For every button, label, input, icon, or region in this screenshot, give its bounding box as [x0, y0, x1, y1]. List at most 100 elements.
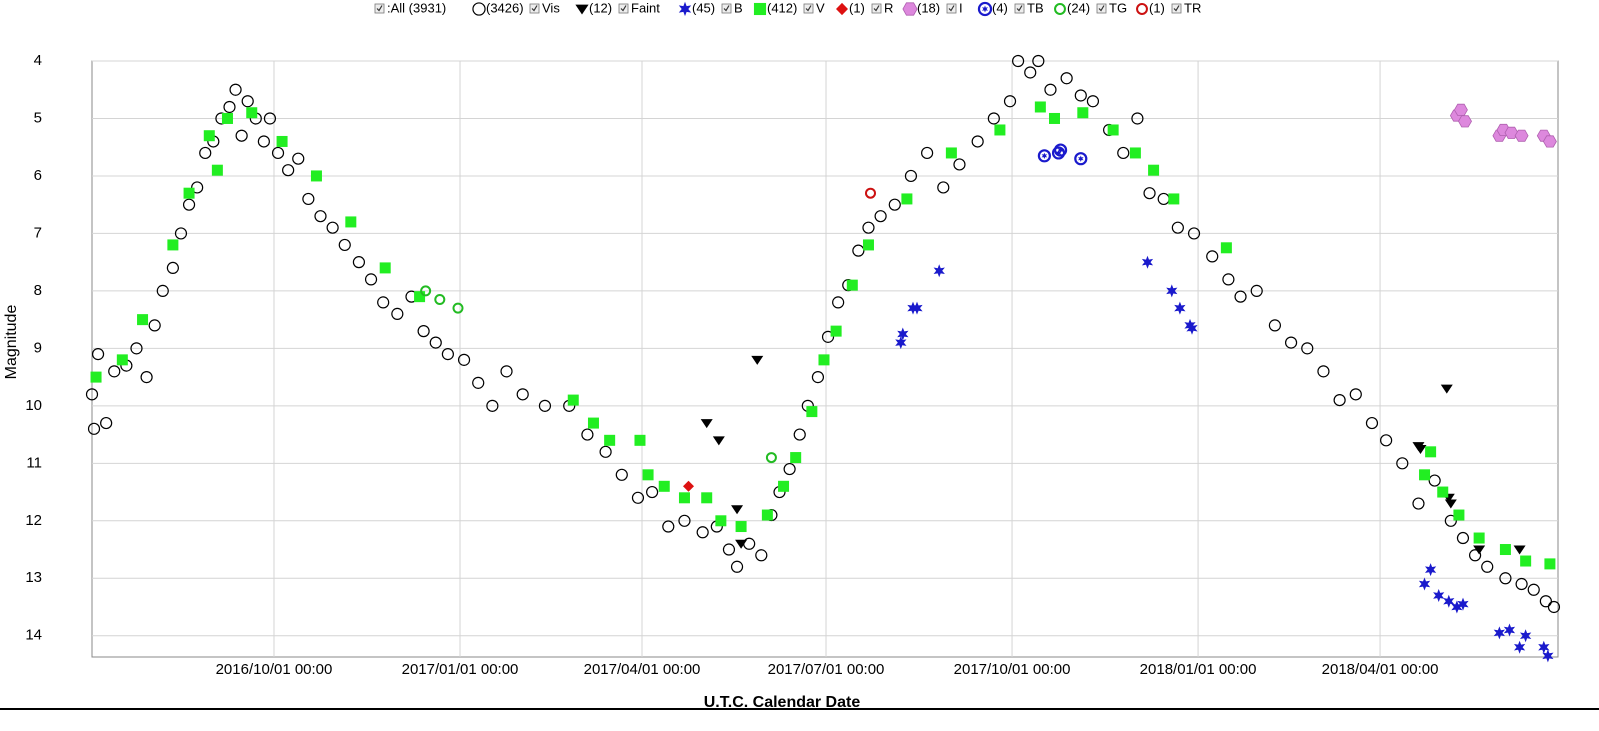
point	[1547, 600, 1561, 614]
point	[1520, 555, 1532, 567]
point	[1049, 112, 1061, 124]
x-tick-label: 2016/10/01 00:00	[216, 661, 333, 678]
point	[1514, 129, 1529, 142]
point	[1428, 474, 1441, 487]
point	[1457, 597, 1469, 611]
point	[257, 135, 270, 148]
point	[90, 371, 102, 383]
point	[1425, 446, 1437, 458]
point	[1544, 558, 1556, 570]
point	[696, 526, 709, 539]
legend-name: TG	[1109, 0, 1127, 15]
point	[1440, 384, 1453, 394]
point	[945, 147, 957, 159]
point	[712, 436, 725, 446]
point	[91, 348, 105, 361]
point	[678, 514, 691, 527]
point	[793, 428, 806, 441]
point	[414, 291, 426, 303]
point	[1444, 499, 1457, 509]
point	[1054, 3, 1066, 15]
point	[1034, 101, 1046, 113]
legend-name: TB	[1027, 0, 1044, 15]
point	[953, 158, 966, 171]
point	[587, 417, 599, 429]
checkbox-tick	[620, 5, 627, 12]
point	[1481, 560, 1494, 573]
point	[1349, 388, 1362, 401]
checkbox	[374, 3, 385, 14]
point	[1515, 577, 1528, 591]
point	[364, 273, 378, 286]
checkbox-tick	[1016, 5, 1023, 12]
point	[895, 336, 907, 350]
point	[1148, 164, 1160, 176]
point	[1473, 532, 1485, 544]
y-tick-label: 10	[25, 397, 42, 414]
point	[1468, 549, 1482, 562]
legend-count: (4)	[992, 0, 1008, 15]
point	[472, 2, 486, 16]
point	[862, 221, 875, 234]
point	[1433, 589, 1445, 602]
checkbox-tick	[723, 5, 730, 12]
point	[246, 107, 258, 119]
point	[921, 146, 934, 160]
point	[874, 210, 887, 223]
checkbox	[529, 3, 540, 14]
point	[1414, 444, 1427, 454]
point	[1443, 594, 1455, 608]
point	[1003, 95, 1017, 108]
point	[1527, 583, 1540, 596]
legend-name: B	[734, 0, 743, 15]
point	[1141, 255, 1154, 269]
y-tick-label: 4	[34, 52, 42, 69]
point	[452, 302, 464, 314]
point	[326, 221, 339, 234]
point	[700, 419, 713, 429]
point	[345, 216, 357, 228]
point	[1074, 89, 1087, 102]
x-tick-label: 2018/01/01 00:00	[1140, 661, 1257, 678]
series-vis	[85, 54, 1561, 614]
point	[1174, 301, 1186, 315]
point	[1451, 600, 1463, 614]
point	[911, 301, 923, 315]
point	[1171, 221, 1184, 234]
point	[137, 314, 149, 326]
point	[1250, 284, 1263, 297]
series-tb	[1037, 143, 1088, 166]
point	[282, 164, 295, 177]
point	[933, 264, 945, 278]
point	[434, 294, 446, 306]
y-tick-label: 6	[34, 167, 42, 184]
point	[1053, 143, 1068, 157]
checkbox	[871, 3, 882, 14]
point-star	[1041, 152, 1048, 159]
point	[1136, 3, 1148, 15]
point	[191, 181, 204, 194]
series-v	[90, 101, 1556, 570]
point	[1396, 457, 1409, 470]
legend-name: Vis	[542, 0, 560, 15]
checkbox	[946, 3, 957, 14]
point	[1074, 152, 1088, 166]
point	[678, 1, 692, 17]
point	[1444, 514, 1457, 527]
point	[223, 100, 236, 114]
point	[1129, 147, 1141, 159]
point-ring	[1053, 143, 1068, 157]
point	[1542, 649, 1554, 663]
point	[599, 445, 612, 458]
legend-count: (3426)	[486, 0, 524, 15]
point	[1458, 115, 1472, 128]
point	[1456, 531, 1470, 545]
point	[646, 485, 659, 499]
legend-count: (18)	[917, 0, 940, 15]
point	[391, 307, 404, 320]
legend-name: R	[884, 0, 893, 15]
legend-count: (1)	[1149, 0, 1165, 15]
point	[174, 227, 188, 240]
point	[765, 452, 777, 464]
point	[937, 181, 950, 194]
